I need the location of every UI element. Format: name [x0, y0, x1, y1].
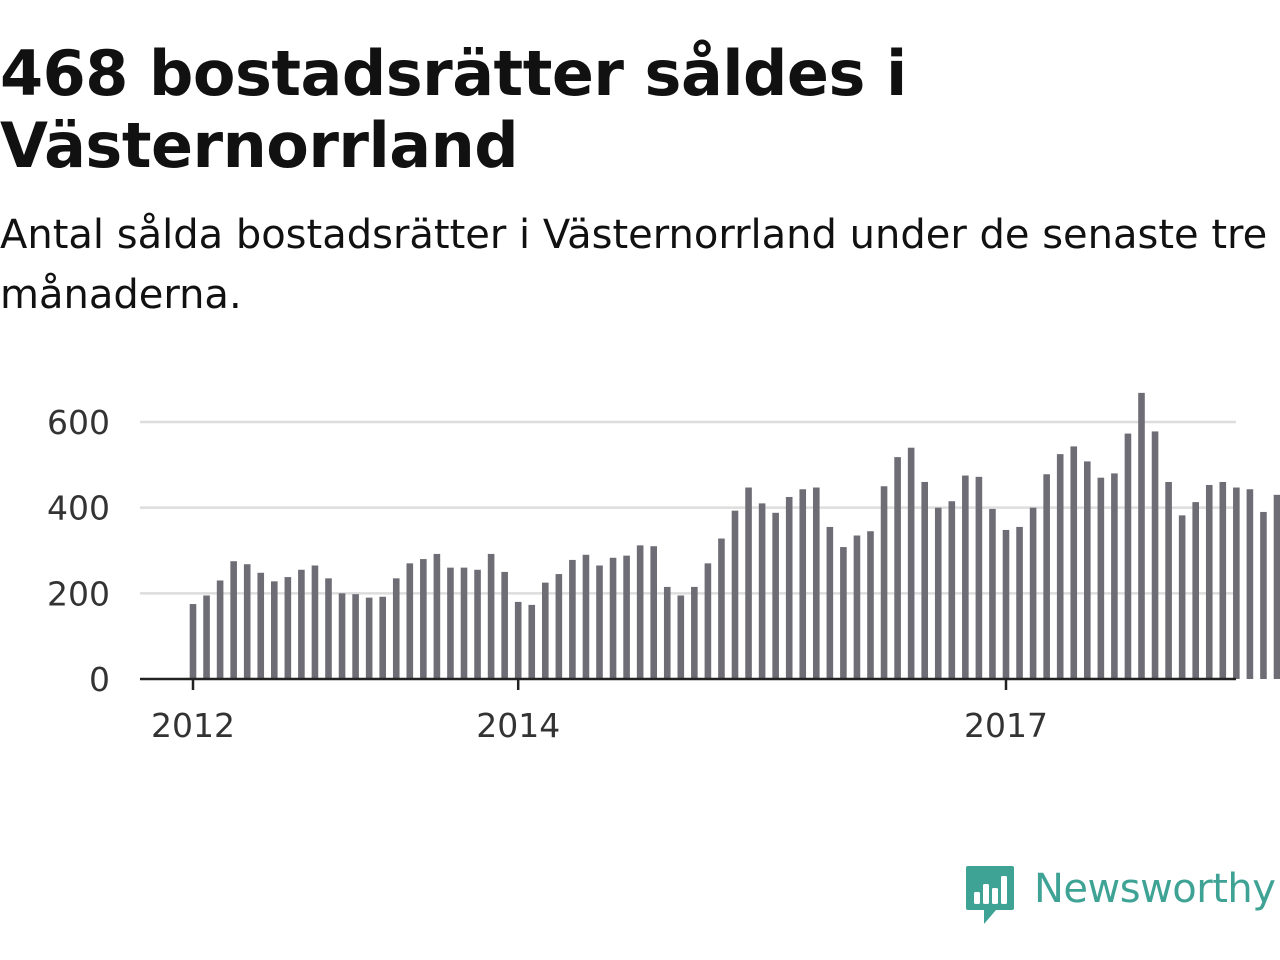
bar — [311, 565, 319, 679]
bar — [894, 457, 901, 679]
bar — [921, 481, 928, 679]
bar — [840, 547, 847, 679]
bar — [1246, 489, 1254, 679]
bar — [284, 577, 292, 679]
bar — [948, 501, 956, 679]
bar — [650, 546, 657, 679]
bar — [542, 582, 549, 680]
bar — [989, 508, 996, 679]
bar — [704, 563, 712, 679]
bar — [1056, 454, 1064, 680]
bar — [799, 489, 807, 679]
bar — [718, 538, 725, 679]
bar — [853, 535, 861, 679]
bar — [1219, 481, 1227, 679]
bar — [663, 586, 671, 679]
bar — [1029, 507, 1037, 679]
bar — [813, 487, 820, 679]
bar — [514, 601, 522, 679]
bar — [1124, 433, 1132, 679]
y-tick-label: 200 — [47, 574, 110, 613]
y-tick-label: 600 — [47, 403, 110, 442]
bar — [1138, 392, 1145, 679]
bar — [298, 569, 305, 679]
bar — [1233, 487, 1240, 679]
brand-logo: Newsworthy — [964, 862, 1276, 928]
bar — [257, 572, 265, 679]
x-tick-label: 2012 — [151, 706, 235, 745]
bar — [447, 567, 454, 679]
bar — [420, 559, 427, 679]
bar — [677, 595, 685, 679]
bar — [203, 595, 210, 679]
bar — [609, 557, 617, 679]
bar — [772, 512, 779, 679]
bar — [189, 604, 197, 679]
bar — [1151, 431, 1159, 679]
bar — [460, 567, 468, 679]
bar — [758, 503, 766, 679]
bar — [1016, 526, 1023, 679]
bar — [731, 510, 739, 679]
bar — [325, 578, 332, 679]
bar — [1273, 494, 1280, 679]
y-tick-label: 400 — [47, 489, 110, 528]
newsworthy-logo-icon — [966, 866, 1014, 924]
bar — [555, 574, 563, 679]
chart-subtitle: Antal sålda bostadsrätter i Västernorrla… — [0, 212, 1268, 318]
bar — [745, 487, 752, 679]
bar — [962, 475, 969, 679]
bar — [1111, 473, 1118, 679]
bar — [338, 593, 346, 679]
x-axis-ticks: 201220142017201920222024 — [151, 679, 1048, 745]
bar — [433, 553, 441, 679]
y-tick-label: 0 — [89, 660, 110, 699]
brand-name: Newsworthy — [1034, 866, 1276, 912]
bar — [352, 594, 359, 679]
bar — [934, 507, 942, 679]
bar — [1097, 477, 1105, 679]
bars — [189, 392, 1280, 680]
bar — [1043, 474, 1050, 679]
bar — [867, 531, 874, 679]
bar — [216, 580, 224, 679]
bar — [365, 597, 373, 679]
bar — [691, 586, 698, 679]
bar — [1260, 511, 1267, 679]
bar — [406, 563, 414, 679]
bar — [582, 554, 590, 679]
bar — [379, 596, 386, 679]
chart-title: 468 bostadsrätter såldes i Västernorrlan… — [0, 37, 907, 182]
bar — [1002, 529, 1010, 679]
bar — [1084, 461, 1091, 679]
bar — [785, 496, 793, 679]
x-tick-label: 2014 — [476, 706, 560, 745]
bar — [243, 564, 251, 679]
bar — [596, 565, 603, 679]
y-axis-tick-labels: 0 200 400 600 — [47, 403, 110, 699]
bar — [880, 486, 888, 679]
x-tick-label: 2017 — [964, 706, 1048, 745]
grid-lines — [140, 420, 1236, 595]
bar — [1192, 502, 1199, 679]
bar — [1178, 515, 1186, 679]
bar — [474, 569, 481, 679]
bar — [975, 476, 983, 679]
bar — [392, 578, 400, 679]
bar — [1205, 484, 1213, 679]
bar — [230, 561, 237, 679]
bar — [271, 581, 278, 679]
bar — [826, 526, 834, 679]
bar — [501, 571, 508, 679]
bar — [487, 553, 495, 679]
bar — [907, 447, 915, 679]
bar — [623, 555, 630, 679]
bar — [636, 545, 644, 679]
bar — [528, 604, 536, 679]
bar — [569, 559, 576, 679]
bar — [1165, 481, 1172, 679]
bar — [1070, 446, 1078, 679]
